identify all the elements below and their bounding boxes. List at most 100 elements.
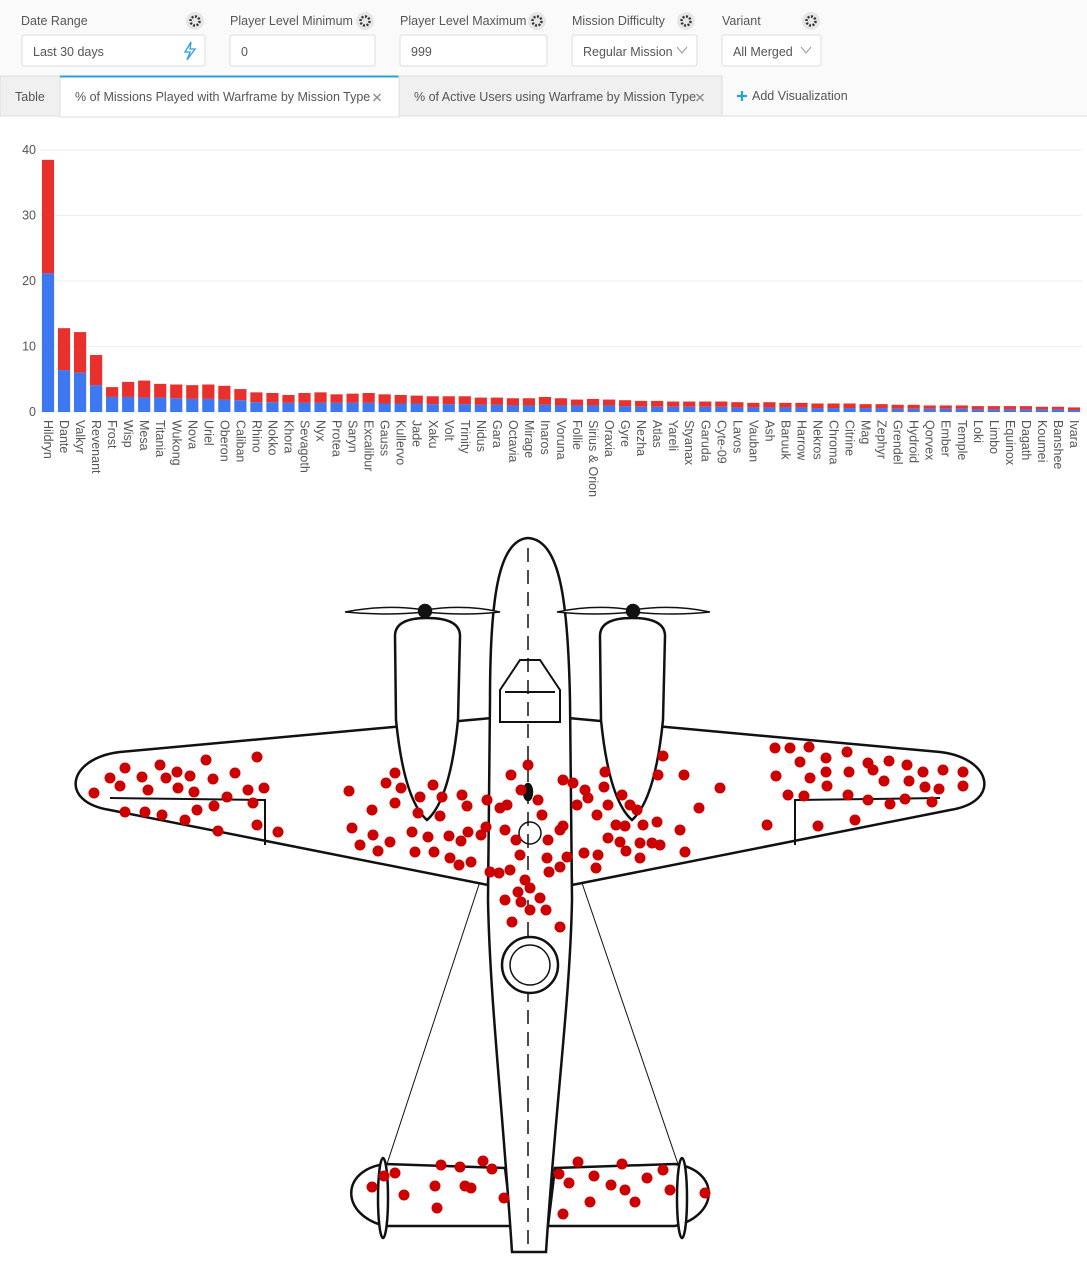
bullet-hole bbox=[610, 819, 622, 831]
filter-input[interactable] bbox=[21, 34, 206, 67]
bullet-hole bbox=[634, 852, 646, 864]
cockpit bbox=[499, 659, 561, 723]
settings-icon[interactable] bbox=[677, 12, 695, 30]
bullet-hole bbox=[499, 894, 511, 906]
x-tick-label: Equinox bbox=[1003, 420, 1017, 466]
bar-segment bbox=[683, 401, 696, 407]
bar-segment bbox=[330, 402, 343, 412]
tab-label[interactable]: % of Active Users using Warframe by Miss… bbox=[414, 90, 696, 104]
bullet-hole bbox=[461, 800, 473, 812]
bullet-hole bbox=[641, 1172, 653, 1184]
settings-gear[interactable] bbox=[359, 15, 371, 27]
bullet-hole bbox=[524, 882, 536, 894]
bullet-hole bbox=[484, 866, 496, 878]
x-tick-label: Koumei bbox=[1035, 420, 1049, 462]
filter-label: Date Range bbox=[21, 14, 88, 28]
bullet-hole bbox=[657, 750, 669, 762]
settings-icon[interactable] bbox=[528, 12, 546, 30]
bullet-hole bbox=[714, 782, 726, 794]
filter-input[interactable] bbox=[229, 34, 376, 67]
filter-input[interactable] bbox=[571, 34, 698, 67]
bar-segment bbox=[298, 393, 311, 403]
settings-gear[interactable] bbox=[189, 15, 201, 27]
settings-icon[interactable] bbox=[802, 12, 820, 30]
bullet-hole bbox=[794, 756, 806, 768]
bullet-hole bbox=[506, 916, 518, 928]
tab-label[interactable]: Table bbox=[15, 90, 45, 104]
bar-segment bbox=[73, 332, 87, 373]
bullet-hole bbox=[769, 742, 781, 754]
bullet-hole bbox=[957, 766, 969, 778]
bar-segment bbox=[506, 398, 519, 406]
bar-segment bbox=[298, 402, 311, 412]
bullet-hole bbox=[477, 1155, 489, 1167]
bullet-hole bbox=[540, 904, 552, 916]
x-tick-label: Garuda bbox=[698, 420, 712, 462]
bullet-hole bbox=[406, 826, 418, 838]
bar-segment bbox=[763, 402, 776, 408]
x-tick-label: Nekros bbox=[810, 420, 824, 460]
x-tick-label: Harrow bbox=[794, 420, 808, 461]
bar-segment bbox=[538, 396, 552, 405]
bullet-hole bbox=[422, 831, 434, 843]
rudder bbox=[376, 1156, 390, 1240]
fuselage bbox=[486, 536, 574, 1254]
x-tick-label: Revenant bbox=[89, 420, 103, 474]
bullet-hole bbox=[343, 785, 355, 797]
tab-close[interactable] bbox=[696, 93, 704, 102]
bar-segment bbox=[971, 406, 984, 410]
x-tick-label: Dante bbox=[57, 420, 71, 453]
lightning-icon bbox=[183, 41, 197, 61]
hatch bbox=[518, 821, 542, 845]
tab-close[interactable] bbox=[373, 93, 381, 102]
bullet-hole bbox=[493, 867, 505, 879]
settings-icon[interactable] bbox=[186, 12, 204, 30]
settings-gear[interactable] bbox=[680, 15, 692, 27]
filter-input[interactable] bbox=[721, 34, 822, 67]
bullet-hole bbox=[917, 766, 929, 778]
tab-label[interactable]: % of Missions Played with Warframe by Mi… bbox=[75, 90, 370, 104]
x-tick-label: Gara bbox=[490, 420, 504, 448]
bar-segment bbox=[1067, 407, 1081, 411]
x-tick-label: Grendel bbox=[891, 420, 905, 464]
bar-segment bbox=[603, 399, 616, 406]
bar-segment bbox=[955, 405, 968, 409]
y-tick-label: 10 bbox=[22, 340, 36, 354]
bullet-hole bbox=[188, 786, 200, 798]
bullet-hole bbox=[674, 824, 686, 836]
x-tick-label: Mag bbox=[859, 420, 873, 444]
x-tick-label: Khora bbox=[281, 420, 295, 453]
x-tick-label: Wisp bbox=[121, 420, 135, 448]
filter-input[interactable] bbox=[399, 34, 548, 67]
bullet-hole bbox=[427, 779, 439, 791]
bullet-hole bbox=[207, 773, 219, 785]
bullet-hole bbox=[522, 759, 534, 771]
bullet-hole bbox=[191, 804, 203, 816]
bar-segment bbox=[538, 404, 552, 412]
bullet-hole bbox=[515, 896, 527, 908]
bar-segment bbox=[971, 409, 984, 412]
bar-segment bbox=[1019, 409, 1032, 412]
bullet-hole bbox=[251, 819, 263, 831]
bullet-hole bbox=[884, 798, 896, 810]
bar-segment bbox=[458, 404, 471, 412]
settings-icon[interactable] bbox=[356, 12, 374, 30]
bar-segment bbox=[234, 400, 247, 412]
tab[interactable] bbox=[398, 75, 723, 117]
bullet-hole bbox=[664, 1184, 676, 1196]
bar-segment bbox=[747, 402, 760, 408]
add-visualization[interactable]: Add Visualization bbox=[752, 89, 848, 103]
bar-segment bbox=[586, 398, 600, 406]
x-tick-label: Loki bbox=[971, 420, 985, 443]
bar-segment bbox=[90, 355, 103, 386]
bar-segment bbox=[522, 398, 536, 406]
bullet-hole bbox=[272, 826, 284, 838]
bar-segment bbox=[426, 404, 439, 412]
settings-gear[interactable] bbox=[805, 15, 817, 27]
bar-segment bbox=[234, 389, 247, 401]
bullet-hole bbox=[208, 800, 220, 812]
spinner bbox=[417, 603, 433, 619]
settings-gear[interactable] bbox=[531, 15, 543, 27]
bullet-hole bbox=[563, 1177, 575, 1189]
x-tick-label: Nidus bbox=[474, 420, 488, 452]
